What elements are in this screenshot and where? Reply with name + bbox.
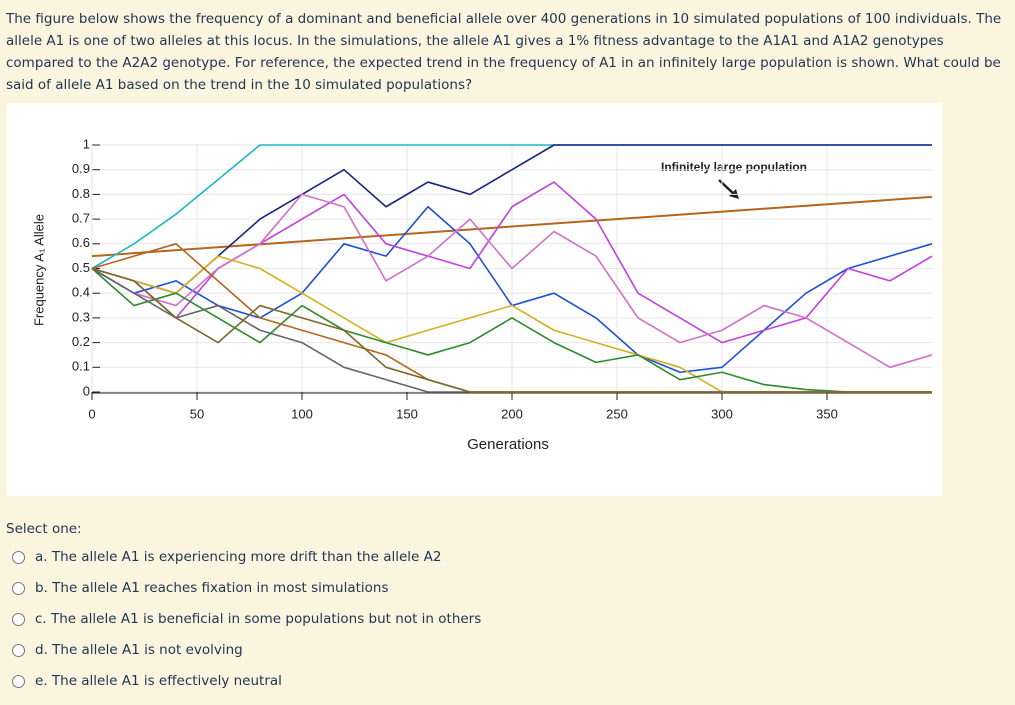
radio-button[interactable] (12, 674, 25, 688)
x-tick-label: 250 (606, 406, 628, 421)
option[interactable]: c. The allele A1 is beneficial in some p… (12, 611, 481, 627)
y-tick-label: 0 (83, 383, 90, 398)
x-tick-label: 300 (711, 406, 733, 421)
y-tick-label: 1 (83, 136, 90, 151)
select-label: Select one: (6, 521, 82, 537)
option-text: d. The allele A1 is not evolving (35, 642, 243, 658)
y-tick-label: 0.1 (72, 359, 90, 374)
radio-button[interactable] (12, 550, 25, 564)
annotation: Infinitely large population (661, 160, 807, 174)
question-text: The figure below shows the frequency of … (6, 11, 1002, 93)
y-tick-label: 0.7 (72, 211, 90, 226)
series-line (91, 144, 932, 294)
x-tick-label: 0 (88, 406, 95, 421)
y-axis-title: Frequency A₁ Allele (31, 214, 46, 326)
x-axis-title: Generations (467, 436, 549, 453)
y-tick-label: 0.5 (72, 260, 90, 275)
option[interactable]: a. The allele A1 is experiencing more dr… (12, 549, 441, 565)
option-text: a. The allele A1 is experiencing more dr… (35, 549, 442, 565)
option-text: b. The allele A1 reaches fixation in mos… (35, 580, 389, 596)
series-line (91, 267, 932, 393)
option[interactable]: e. The allele A1 is effectively neutral (12, 673, 282, 689)
option-text: c. The allele A1 is beneficial in some p… (35, 611, 482, 627)
option[interactable]: d. The allele A1 is not evolving (12, 642, 243, 658)
radio-button[interactable] (12, 612, 25, 626)
y-tick-label: 0.2 (72, 334, 90, 349)
y-tick-label: 0.4 (72, 285, 90, 300)
x-tick-label: 150 (396, 406, 418, 421)
radio-button[interactable] (12, 643, 25, 657)
chart: Frequency A₁ Allele Generations Infinite… (7, 103, 942, 496)
x-tick-label: 100 (291, 406, 313, 421)
y-tick-label: 0.8 (72, 186, 90, 201)
x-tick-label: 350 (816, 406, 838, 421)
x-tick-label: 200 (501, 406, 523, 421)
y-tick-label: 0.3 (72, 309, 90, 324)
y-tick-label: 0.9 (72, 161, 90, 176)
radio-button[interactable] (12, 581, 25, 595)
reference-line (91, 195, 933, 258)
series-line (91, 267, 932, 393)
option-text: e. The allele A1 is effectively neutral (35, 673, 282, 689)
option[interactable]: b. The allele A1 reaches fixation in mos… (12, 580, 389, 596)
y-tick-label: 0.6 (72, 235, 90, 250)
x-tick-label: 50 (190, 406, 204, 421)
